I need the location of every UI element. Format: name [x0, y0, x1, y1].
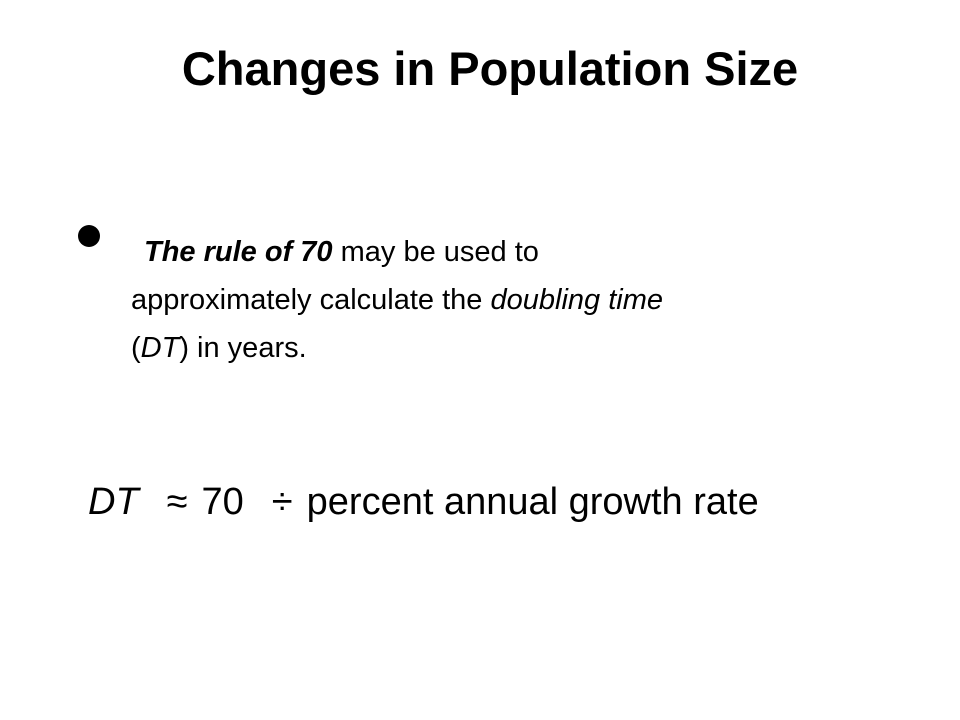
bullet-line-3: (DT) in years.	[131, 324, 911, 372]
bullet-text: The rule of 70 may be used to approximat…	[131, 228, 911, 372]
formula-rhs: percent annual growth rate	[306, 481, 759, 523]
rule-of-70-emphasis: The rule of 70	[144, 236, 333, 268]
approx-symbol: ≈	[166, 481, 188, 523]
bullet-text-part1: may be used to	[332, 236, 539, 268]
slide-title: Changes in Population Size	[181, 42, 799, 95]
abbr-close-text: ) in years.	[179, 332, 307, 364]
bullet-line-2: approximately calculate the doubling tim…	[131, 276, 911, 324]
divide-symbol: ÷	[271, 481, 293, 523]
abbr-open-paren: (	[131, 332, 141, 364]
doubling-time-term: doubling time	[490, 284, 663, 316]
dt-abbreviation: DT	[140, 332, 180, 364]
bullet-text-part2: approximately calculate the	[131, 284, 491, 316]
bullet-line-1: The rule of 70 may be used to	[131, 228, 911, 276]
doubling-time-formula: DT ≈70 ÷ percent annual growth rate	[88, 480, 759, 526]
bullet-icon	[78, 225, 100, 247]
formula-lhs: DT	[88, 481, 139, 523]
formula-constant: 70	[201, 481, 244, 523]
